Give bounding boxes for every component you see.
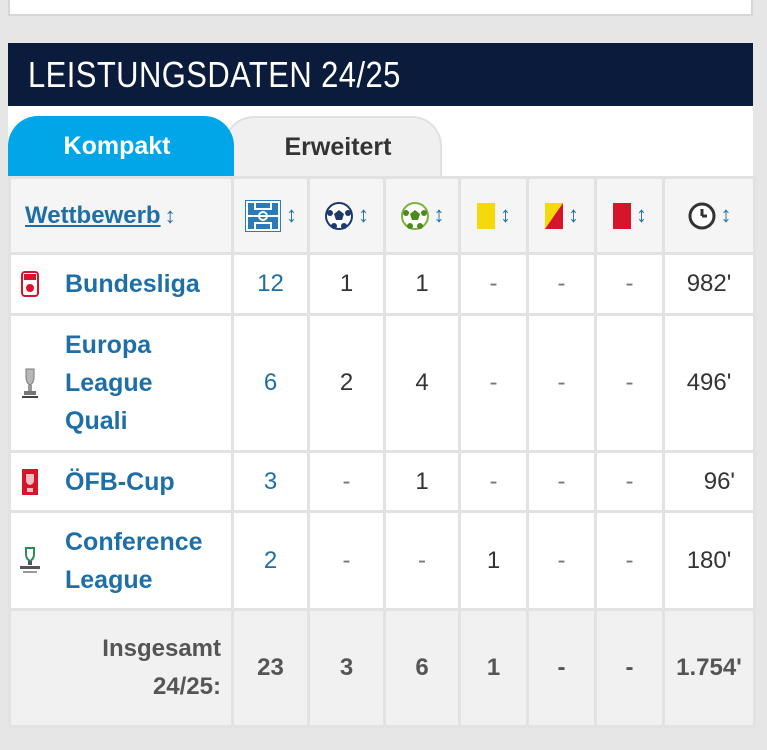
yellow-red-cell: - [526,252,597,316]
red-cell: - [594,252,665,316]
yellow-red-cell: - [526,450,597,513]
red-card-icon [612,202,632,230]
column-header-goals[interactable]: ↕ [307,176,386,255]
pitch-icon [244,199,282,233]
goals-cell: 1 [307,252,386,316]
competition-link[interactable]: Europa League Quali [65,331,153,435]
section-header: LEISTUNGSDATEN 24/25 [8,43,753,106]
ball-goal-icon [324,201,354,231]
competition-cell: Conference League [8,510,234,611]
assists-cell: 4 [383,313,461,453]
yellow-card-icon [476,202,496,230]
section-title: LEISTUNGSDATEN 24/25 [28,53,401,95]
column-header-minutes[interactable]: ↕ [662,176,756,255]
bundesliga-logo-icon [17,271,43,297]
europa-league-logo-icon [17,367,43,399]
goals-cell: - [307,510,386,611]
total-label: Insgesamt 24/25: [8,608,234,728]
sort-icon[interactable]: ↕ [636,202,647,228]
red-cell: - [594,510,665,611]
total-yellow-red-cell: - [526,608,597,728]
assists-cell: - [383,510,461,611]
stats-table: Wettbewerb ↕ ↕ ↕ [8,176,756,728]
yellow-red-cell: - [526,510,597,611]
sort-icon[interactable]: ↕ [164,202,176,228]
sort-icon[interactable]: ↕ [720,201,732,227]
total-apps-cell: 23 [231,608,310,728]
sort-icon[interactable]: ↕ [500,202,511,228]
total-yellow-cell: 1 [458,608,529,728]
column-header-apps[interactable]: ↕ [231,176,310,255]
sort-icon[interactable]: ↕ [358,201,369,227]
goals-cell: 2 [307,313,386,453]
competition-link[interactable]: Conference League [65,527,203,594]
column-header-red[interactable]: ↕ [594,176,665,255]
total-label-text: Insgesamt 24/25: [102,635,221,700]
column-header-assists[interactable]: ↕ [383,176,461,255]
competition-cell: Europa League Quali [8,313,234,453]
table-header-row: Wettbewerb ↕ ↕ ↕ [8,176,756,255]
minutes-cell: 496' [662,313,756,453]
previous-card [8,0,753,16]
yellow-cell: - [458,252,529,316]
yellow-cell: - [458,313,529,453]
red-cell: - [594,313,665,453]
assists-cell: 1 [383,450,461,513]
minutes-cell: 982' [662,252,756,316]
tab-erweitert[interactable]: Erweitert [224,116,442,176]
yellow-red-cell: - [526,313,597,453]
column-header-yellow[interactable]: ↕ [458,176,529,255]
red-cell: - [594,450,665,513]
table-row: Europa League Quali 6 2 4 - - - 496' [8,313,756,453]
column-header-yellow-red[interactable]: ↕ [526,176,597,255]
yellow-cell: 1 [458,510,529,611]
tab-kompakt[interactable]: Kompakt [8,116,234,176]
yellow-red-card-icon [544,202,564,230]
apps-cell[interactable]: 2 [231,510,310,611]
clock-icon [687,201,717,231]
minutes-cell: 180' [662,510,756,611]
competition-sort-link[interactable]: Wettbewerb [25,201,161,229]
ball-assist-icon [400,201,430,231]
performance-data-box: LEISTUNGSDATEN 24/25 Erweitert Kompakt W… [8,43,756,728]
total-red-cell: - [594,608,665,728]
table-row: ÖFB-Cup 3 - 1 - - - 96' [8,450,756,513]
column-header-competition[interactable]: Wettbewerb ↕ [8,176,234,255]
table-row: Bundesliga 12 1 1 - - - 982' [8,252,756,316]
total-goals-cell: 3 [307,608,386,728]
goals-cell: - [307,450,386,513]
apps-cell[interactable]: 6 [231,313,310,453]
assists-cell: 1 [383,252,461,316]
competition-link[interactable]: Bundesliga [65,270,200,298]
table-row: Conference League 2 - - 1 - - 180' [8,510,756,611]
sort-icon[interactable]: ↕ [568,202,579,228]
competition-cell: ÖFB-Cup [8,450,234,513]
apps-cell[interactable]: 12 [231,252,310,316]
total-assists-cell: 6 [383,608,461,728]
sort-icon[interactable]: ↕ [286,201,297,227]
conference-league-logo-icon [17,546,43,576]
total-row: Insgesamt 24/25: 23 3 6 1 - - 1.754' [8,608,756,728]
apps-cell[interactable]: 3 [231,450,310,513]
yellow-cell: - [458,450,529,513]
competition-cell: Bundesliga [8,252,234,316]
tab-bar: Erweitert Kompakt [8,106,753,176]
total-minutes-cell: 1.754' [662,608,756,728]
competition-link[interactable]: ÖFB-Cup [65,467,175,496]
oefb-cup-logo-icon [17,468,43,496]
sort-icon[interactable]: ↕ [433,201,445,227]
minutes-cell: 96' [662,450,756,513]
